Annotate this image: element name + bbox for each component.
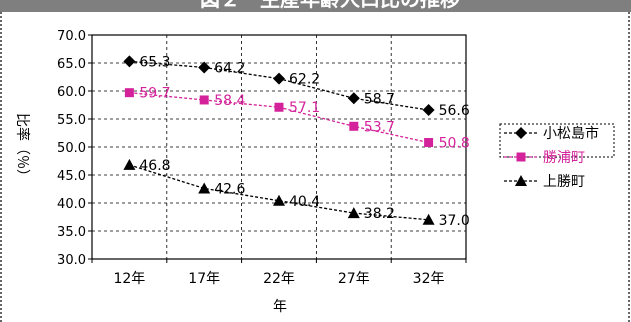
data-label: 37.0 [439, 213, 470, 229]
legend-label: 上勝町 [543, 174, 585, 190]
y-tick-label: 55.0 [57, 113, 86, 128]
data-point [273, 72, 285, 85]
y-tick-label: 50.0 [57, 141, 86, 156]
y-tick-label: 45.0 [57, 169, 86, 184]
legend-label: 勝浦町 [543, 150, 585, 166]
data-label: 42.6 [214, 181, 245, 197]
data-label: 57.1 [289, 100, 320, 116]
x-tick-label: 27年 [338, 271, 370, 287]
data-point [274, 102, 284, 112]
y-tick-label: 60.0 [57, 85, 86, 100]
x-tick-label: 17年 [188, 271, 220, 287]
chart-title: 図２ 生産年齢人口比の推移 [200, 0, 460, 11]
legend-label: 小松島市 [543, 125, 599, 142]
data-point [347, 92, 360, 105]
series-2: 59.7 58.4 57.1 53.7 50.8 [124, 86, 470, 152]
series-1: 65.3 64.2 62.2 58.7 56.6 [123, 54, 470, 119]
data-label: 59.7 [139, 86, 170, 102]
legend-marker [515, 127, 527, 139]
x-axis-label: 年 [273, 299, 287, 315]
legend-marker [515, 175, 527, 186]
y-tick-label: 70.0 [57, 29, 86, 44]
data-point [347, 207, 360, 219]
series-line [129, 164, 429, 221]
y-axis-ticks: 30.0 35.0 40.0 45.0 50.0 55.0 60.0 65.0 70.0 [57, 29, 92, 268]
legend-box [499, 123, 615, 158]
y-tick-label: 65.0 [57, 57, 86, 72]
data-label: 58.4 [214, 93, 245, 109]
data-point [199, 95, 209, 105]
y-axis-label: 比率（％） [14, 113, 31, 183]
y-tick-label: 35.0 [57, 225, 86, 240]
title-banner [0, 0, 631, 12]
data-label: 56.6 [439, 103, 470, 119]
x-tick-label: 32年 [413, 271, 445, 287]
data-point [422, 213, 435, 225]
data-point [198, 61, 211, 74]
data-point [273, 194, 285, 206]
data-label: 46.8 [139, 158, 170, 174]
data-point [123, 158, 136, 170]
y-tick-label: 40.0 [57, 197, 86, 212]
data-label: 38.2 [364, 206, 395, 222]
data-label: 58.7 [364, 91, 395, 107]
x-tick-label: 22年 [263, 271, 295, 287]
data-point [124, 88, 134, 98]
data-point [424, 138, 434, 148]
data-label: 50.8 [439, 136, 470, 152]
data-point [349, 121, 359, 131]
data-point [123, 55, 136, 68]
series-3: 46.8 42.6 40.4 38.2 37.0 [123, 158, 470, 229]
data-point [198, 182, 211, 194]
data-label: 64.2 [214, 60, 245, 76]
x-axis-ticks: 12年 17年 22年 27年 32年 [91, 259, 467, 287]
data-point [422, 104, 435, 117]
series-layer: 65.3 64.2 62.2 58.7 56.6 59.7 58.4 57.1 53.7 50.8… [123, 54, 470, 229]
data-label: 62.2 [289, 72, 320, 88]
legend-marker [516, 152, 526, 162]
y-tick-label: 30.0 [57, 253, 86, 268]
data-label: 65.3 [139, 54, 170, 70]
x-tick-label: 12年 [113, 271, 145, 287]
data-label: 40.4 [289, 194, 320, 210]
data-label: 53.7 [364, 119, 395, 135]
